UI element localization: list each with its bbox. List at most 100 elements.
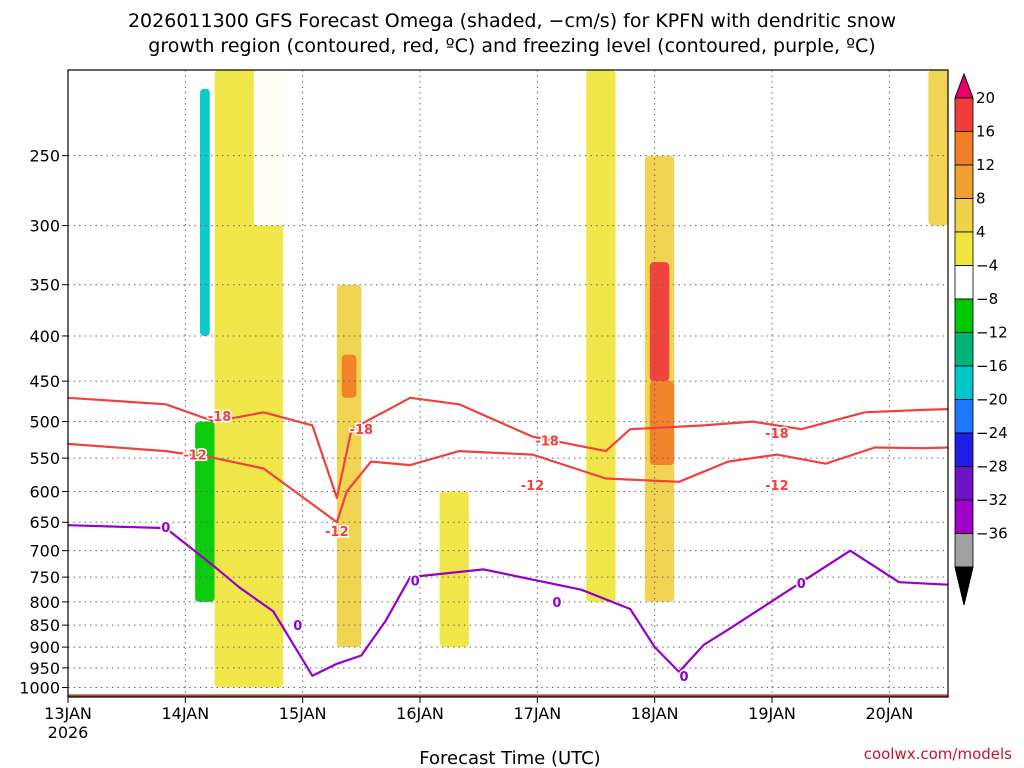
ground-layer <box>68 694 948 697</box>
colorbar-swatch <box>954 466 974 501</box>
y-tick-label: 800 <box>29 593 60 612</box>
contour-line <box>67 396 949 499</box>
omega-shaded-region <box>649 381 675 466</box>
contour-label: -18 <box>208 410 232 425</box>
y-tick-label: 850 <box>29 616 60 635</box>
contour-label: -18 <box>350 423 374 438</box>
y-axis: 250 300 350 400 450 500 550 600 650 700 750 800 850 9… <box>19 147 68 698</box>
contour-line <box>67 524 949 677</box>
omega-shaded-region <box>439 491 469 648</box>
omega-shaded-region <box>503 284 523 422</box>
colorbar-label: −12 <box>976 324 1008 342</box>
omega-shaded-region <box>649 262 670 382</box>
colorbar-swatch <box>954 365 974 400</box>
y-tick-label: 650 <box>29 513 60 532</box>
colorbar-label: −20 <box>976 391 1008 409</box>
omega-shaded-region <box>860 491 875 602</box>
y-tick-label: 750 <box>29 568 60 587</box>
colorbar-label: −28 <box>976 458 1008 476</box>
y-tick-label: 700 <box>29 542 60 561</box>
credit-text: coolwx.com/models <box>864 745 1012 763</box>
contour-label: 0 <box>161 521 170 536</box>
x-tick-label: 13JAN <box>44 704 92 723</box>
contour-line <box>67 442 949 524</box>
omega-shading-layer <box>68 70 948 697</box>
omega-shaded-region <box>615 155 645 285</box>
contour-label: -12 <box>521 479 545 494</box>
omega-shaded-region <box>336 284 362 648</box>
y-tick-label: 950 <box>29 659 60 678</box>
colorbar-label: 4 <box>976 223 986 241</box>
x-tick-label: 15JAN <box>279 704 327 723</box>
y-tick-label: 900 <box>29 638 60 657</box>
x-tick-label: 17JAN <box>513 704 561 723</box>
x-tick-sublabel: 2026 <box>48 723 89 742</box>
y-tick-label: 600 <box>29 483 60 502</box>
y-tick-label: 300 <box>29 217 60 236</box>
plot-frame <box>67 69 949 698</box>
colorbar-swatch <box>954 164 974 199</box>
y-tick-label: 350 <box>29 276 60 295</box>
colorbar-swatch <box>954 332 974 367</box>
contour-layer <box>67 396 949 677</box>
colorbar-label: 20 <box>976 89 995 107</box>
colorbar-swatch <box>954 198 974 233</box>
chart-title-line1: 2026011300 GFS Forecast Omega (shaded, −… <box>128 10 896 32</box>
omega-shaded-region <box>253 70 293 226</box>
x-tick-label: 16JAN <box>396 704 444 723</box>
x-tick-label: 20JAN <box>865 704 913 723</box>
colorbar-label: −36 <box>976 525 1008 543</box>
colorbar-label: 8 <box>976 190 986 208</box>
y-tick-label: 450 <box>29 372 60 391</box>
y-tick-label: 250 <box>29 147 60 166</box>
y-tick-label: 500 <box>29 413 60 432</box>
contour-label: 0 <box>679 670 688 685</box>
contour-labels: -18 -18 -18 -18 -12 -12 -12 -12 0 0 0 0 0 0 <box>160 409 808 687</box>
omega-shaded-region <box>855 316 870 492</box>
x-axis: 13JAN 14JAN 15JAN 16JAN 17JAN 18JAN 19JAN 20JAN… <box>44 697 913 742</box>
omega-shaded-region <box>200 88 210 336</box>
colorbar-label: 16 <box>976 123 995 141</box>
gridlines <box>68 70 948 697</box>
omega-shaded-region <box>195 421 215 602</box>
contour-label: 0 <box>293 619 302 634</box>
colorbar-label: −8 <box>976 290 998 308</box>
y-tick-label: 400 <box>29 327 60 346</box>
x-tick-label: 14JAN <box>161 704 209 723</box>
x-tick-label: 18JAN <box>631 704 679 723</box>
y-tick-label: 550 <box>29 449 60 468</box>
x-axis-label: Forecast Time (UTC) <box>419 748 600 768</box>
colorbar-swatch <box>954 265 974 300</box>
colorbar-swatch <box>954 499 974 534</box>
omega-shaded-region <box>503 667 533 688</box>
omega-shaded-region <box>341 354 357 398</box>
contour-label: -18 <box>535 434 559 449</box>
colorbar: 20 16 12 8 4 −4 −8 −12 −16 −20 −24 −28 −32 −36 <box>954 72 1008 606</box>
contour-label: -12 <box>183 449 207 464</box>
contour-label: 0 <box>797 577 806 592</box>
colorbar-label: −16 <box>976 357 1008 375</box>
colorbar-swatch <box>954 131 974 166</box>
contour-label: -12 <box>325 525 349 540</box>
omega-shaded-region <box>928 70 948 226</box>
colorbar-top-arrow <box>954 72 974 99</box>
colorbar-swatch <box>954 231 974 266</box>
colorbar-bottom-arrow <box>954 566 974 606</box>
colorbar-swatch <box>954 432 974 467</box>
chart-title-line2: growth region (contoured, red, ºC) and f… <box>148 35 875 57</box>
colorbar-swatch <box>954 399 974 434</box>
colorbar-swatch <box>954 533 974 568</box>
colorbar-label: −4 <box>976 257 998 275</box>
colorbar-label: 12 <box>976 156 995 174</box>
contour-label: 0 <box>552 596 561 611</box>
omega-shaded-region <box>586 70 616 602</box>
colorbar-label: −32 <box>976 491 1008 509</box>
x-tick-label: 19JAN <box>748 704 796 723</box>
contour-label: 0 <box>411 575 420 590</box>
y-tick-label: 1000 <box>19 679 60 698</box>
colorbar-label: −24 <box>976 424 1008 442</box>
contour-label: -12 <box>765 479 789 494</box>
contour-label: -18 <box>765 427 789 442</box>
colorbar-swatch <box>954 298 974 333</box>
